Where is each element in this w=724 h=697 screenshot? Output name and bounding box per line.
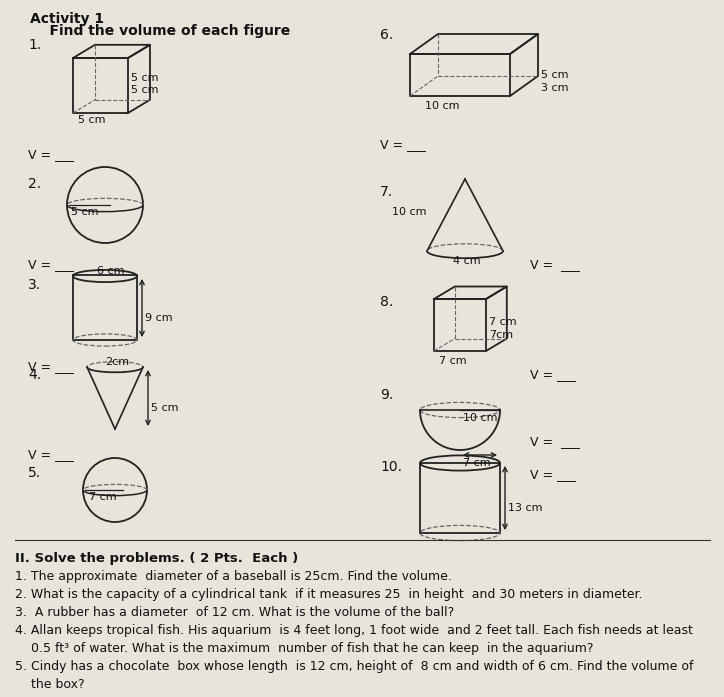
- Text: 10 cm: 10 cm: [425, 101, 460, 111]
- Text: V = ___: V = ___: [28, 258, 74, 271]
- Text: Find the volume of each figure: Find the volume of each figure: [30, 24, 290, 38]
- Text: 6.: 6.: [380, 28, 393, 42]
- Text: 2cm: 2cm: [105, 357, 129, 367]
- Text: 10 cm: 10 cm: [463, 413, 497, 423]
- Text: 10 cm: 10 cm: [392, 207, 426, 217]
- Text: 9 cm: 9 cm: [145, 313, 172, 323]
- Text: 0.5 ft³ of water. What is the maximum  number of fish that he can keep  in the a: 0.5 ft³ of water. What is the maximum nu…: [15, 642, 594, 655]
- Text: 8.: 8.: [380, 295, 393, 309]
- Text: 3 cm: 3 cm: [541, 83, 568, 93]
- Text: 13 cm: 13 cm: [508, 503, 542, 513]
- Text: V =  ___: V = ___: [530, 435, 580, 448]
- Text: 7 cm: 7 cm: [439, 356, 467, 366]
- Text: 4. Allan keeps tropical fish. His aquarium  is 4 feet long, 1 foot wide  and 2 f: 4. Allan keeps tropical fish. His aquari…: [15, 624, 693, 637]
- Text: 5. Cindy has a chocolate  box whose length  is 12 cm, height of  8 cm and width : 5. Cindy has a chocolate box whose lengt…: [15, 660, 694, 673]
- Text: 5 cm: 5 cm: [78, 115, 106, 125]
- Text: 5 cm: 5 cm: [71, 207, 98, 217]
- Text: 4 cm: 4 cm: [453, 256, 481, 266]
- Text: 7cm: 7cm: [489, 330, 513, 340]
- Text: 10.: 10.: [380, 460, 402, 474]
- Text: 7 cm: 7 cm: [463, 458, 491, 468]
- Text: V = ___: V = ___: [28, 448, 74, 461]
- Text: 9.: 9.: [380, 388, 393, 402]
- Text: V = ___: V = ___: [28, 148, 74, 161]
- Text: 1. The approximate  diameter of a baseball is 25cm. Find the volume.: 1. The approximate diameter of a basebal…: [15, 570, 452, 583]
- Text: II. Solve the problems. ( 2 Pts.  Each ): II. Solve the problems. ( 2 Pts. Each ): [15, 552, 298, 565]
- Bar: [73, 275, 137, 340]
- Text: 7.: 7.: [380, 185, 393, 199]
- Text: 1.: 1.: [28, 38, 41, 52]
- Text: 2. What is the capacity of a cylindrical tank  if it measures 25  in height  and: 2. What is the capacity of a cylindrical…: [15, 588, 642, 601]
- Text: 3.: 3.: [28, 278, 41, 292]
- Text: V = ___: V = ___: [530, 468, 576, 481]
- Text: V =  ___: V = ___: [530, 258, 580, 271]
- Text: 5.: 5.: [28, 466, 41, 480]
- Text: 7 cm: 7 cm: [89, 492, 117, 502]
- Text: 6 cm: 6 cm: [97, 266, 125, 276]
- Text: 4.: 4.: [28, 368, 41, 382]
- Bar: [420, 463, 500, 533]
- Text: 7 cm: 7 cm: [489, 317, 517, 327]
- Text: the box?: the box?: [15, 678, 85, 691]
- Text: V = ___: V = ___: [28, 360, 74, 373]
- Text: 3.  A rubber has a diameter  of 12 cm. What is the volume of the ball?: 3. A rubber has a diameter of 12 cm. Wha…: [15, 606, 454, 619]
- Text: 2.: 2.: [28, 177, 41, 191]
- Text: Activity 1: Activity 1: [30, 12, 104, 26]
- Text: 5 cm: 5 cm: [541, 70, 568, 80]
- Text: 5 cm: 5 cm: [131, 73, 159, 83]
- Text: 5 cm: 5 cm: [131, 85, 159, 95]
- Text: V = ___: V = ___: [530, 368, 576, 381]
- Text: 5 cm: 5 cm: [151, 403, 179, 413]
- Text: V = ___: V = ___: [380, 138, 426, 151]
